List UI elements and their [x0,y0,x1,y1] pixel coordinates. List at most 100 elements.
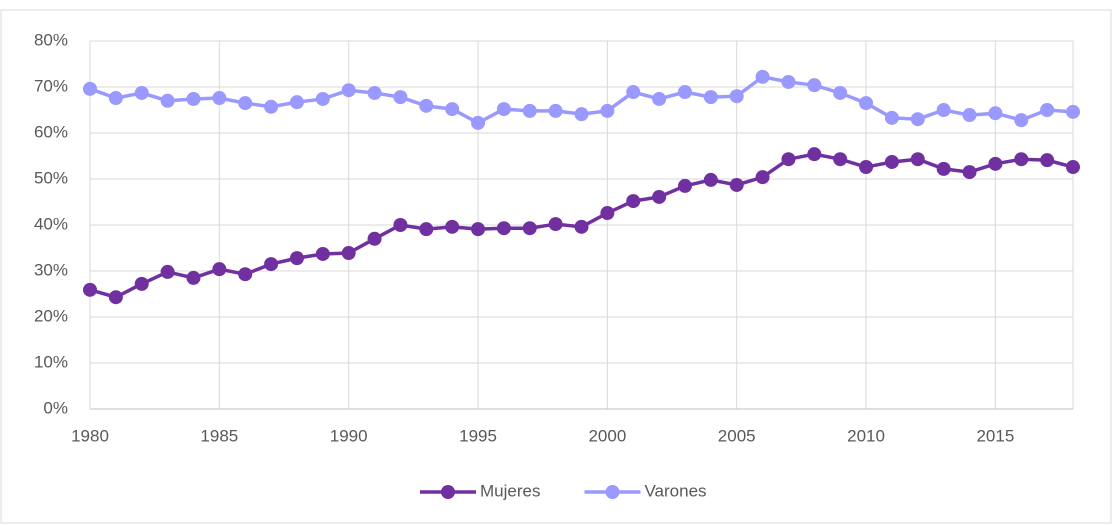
legend-marker [605,485,620,499]
x-tick-label: 2005 [718,426,756,445]
data-point [833,85,848,100]
data-point [884,110,899,125]
x-tick-label: 1990 [330,426,368,445]
data-point [884,154,899,169]
y-tick-label: 40% [34,214,68,233]
data-point [108,91,123,106]
y-tick-label: 10% [34,352,68,371]
data-point [626,85,641,100]
data-point [134,276,149,291]
data-point [367,85,382,100]
y-tick-label: 70% [34,76,68,95]
data-point [367,231,382,246]
data-point [238,96,253,111]
data-point [833,152,848,167]
data-point [134,85,149,100]
data-point [83,282,97,297]
y-tick-label: 50% [34,168,68,187]
data-point [1014,152,1029,167]
data-point [83,81,97,96]
data-point [988,106,1003,121]
data-point [781,152,796,167]
data-point [341,246,356,261]
data-point [600,103,615,118]
data-point [1040,103,1055,117]
data-point [859,160,874,175]
y-tick-label: 30% [34,260,68,279]
data-point [677,178,692,193]
data-point [574,107,589,122]
y-tick-label: 20% [34,306,68,325]
data-point [212,91,227,106]
data-point [936,103,951,117]
legend-label: Varones [644,481,706,500]
data-point [160,264,175,279]
legend-marker [441,485,455,499]
data-point [238,267,253,282]
data-point [703,172,718,187]
data-point [186,91,201,106]
x-tick-label: 1995 [459,426,497,445]
legend-label: Mujeres [480,481,540,500]
x-tick-label: 2015 [976,426,1014,445]
data-point [315,246,330,261]
data-point [988,156,1003,171]
data-point [341,83,356,98]
data-point [755,170,770,185]
data-point [471,222,486,237]
data-point [419,98,434,113]
data-point [859,96,874,111]
x-tick-label: 1985 [200,426,238,445]
data-point [264,99,279,114]
x-tick-label: 1980 [71,426,109,445]
data-point [108,290,123,305]
data-point [910,152,925,167]
data-point [496,221,511,236]
data-point [962,165,977,180]
data-point [626,194,641,209]
data-point [729,177,744,192]
data-point [652,91,667,106]
data-point [212,262,227,277]
data-point [160,93,175,108]
data-point [522,103,537,118]
data-point [910,112,925,127]
data-point [1066,104,1080,119]
data-point [393,218,408,232]
y-tick-label: 0% [43,398,68,417]
data-point [962,108,977,123]
data-point [522,221,537,236]
data-point [186,270,201,285]
data-point [677,85,692,100]
data-point [807,147,822,162]
y-tick-label: 80% [34,30,68,49]
x-tick-label: 2000 [588,426,626,445]
data-point [1066,160,1080,175]
data-point [548,103,563,118]
data-point [1040,153,1055,168]
data-point [289,251,304,266]
data-point [419,222,434,237]
data-point [652,189,667,204]
data-point [703,90,718,105]
data-point [729,89,744,104]
data-point [496,102,511,117]
data-point [574,219,589,234]
data-point [393,90,408,105]
data-point [600,206,615,221]
data-point [807,78,822,93]
x-tick-label: 2010 [847,426,885,445]
data-point [445,219,460,234]
chart-frame [0,9,1112,524]
data-point [548,217,563,232]
data-point [264,257,279,272]
data-point [445,102,460,117]
data-point [755,69,770,84]
data-point [471,115,486,130]
data-point [1014,113,1029,128]
data-point [936,161,951,176]
data-point [315,91,330,106]
data-point [781,74,796,89]
